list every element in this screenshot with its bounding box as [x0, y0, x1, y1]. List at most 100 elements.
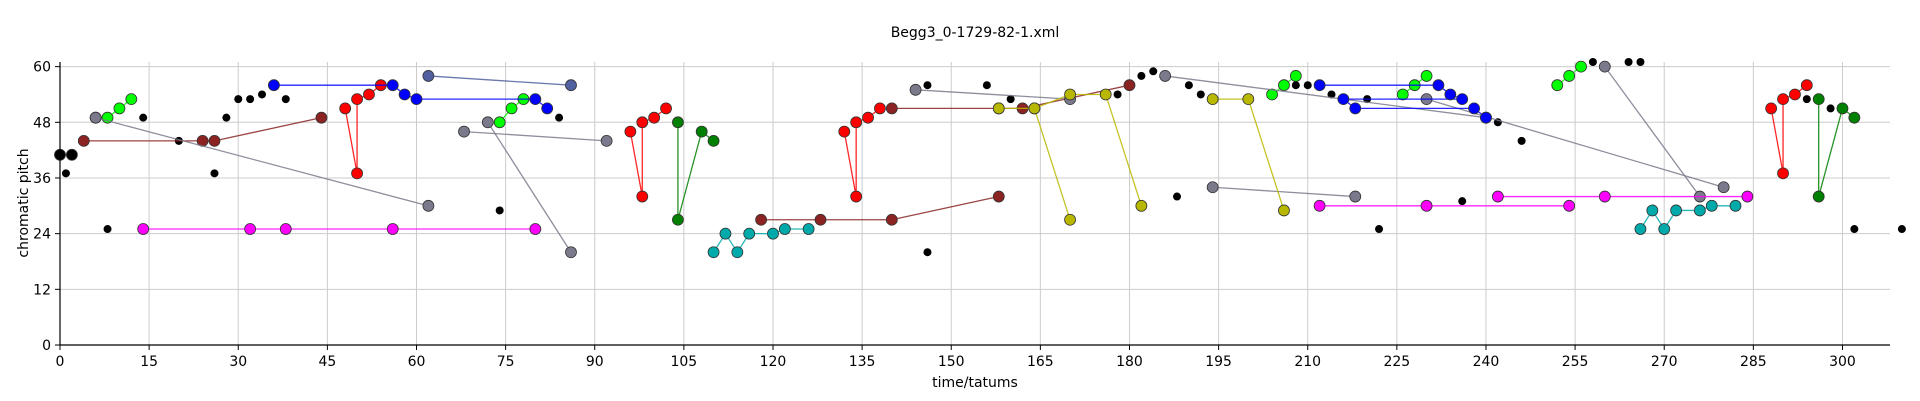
data-point — [1313, 79, 1326, 92]
data-point — [410, 93, 423, 106]
data-point — [885, 102, 898, 115]
series-line — [761, 195, 999, 221]
data-point — [493, 116, 506, 129]
data-point — [137, 223, 150, 235]
data-point — [923, 81, 932, 90]
data-point — [541, 102, 554, 115]
data-point — [458, 125, 470, 138]
series-33 — [1028, 88, 1148, 212]
data-point — [1705, 199, 1718, 212]
series-line — [1212, 98, 1285, 211]
y-tick-label: 0 — [42, 338, 51, 354]
data-point — [1291, 81, 1300, 90]
data-point — [778, 223, 791, 235]
series-line — [95, 98, 132, 119]
series-23 — [624, 102, 672, 203]
series-line — [1165, 75, 1487, 119]
data-point — [1897, 225, 1906, 234]
data-point — [1159, 70, 1172, 82]
data-point — [281, 95, 290, 104]
data-point — [267, 79, 280, 92]
data-point — [1551, 79, 1564, 92]
series-19 — [137, 223, 542, 235]
x-tick-label: 270 — [1651, 354, 1678, 370]
data-point — [1563, 199, 1576, 212]
x-tick-label: 60 — [408, 354, 426, 370]
y-tick-label: 36 — [33, 171, 51, 187]
data-point — [113, 102, 126, 115]
data-point — [600, 134, 613, 147]
series-line — [1770, 84, 1808, 174]
plot-frame — [60, 62, 1890, 344]
x-tick-label: 240 — [1473, 354, 1500, 370]
data-point — [1624, 58, 1633, 66]
data-point — [672, 116, 684, 129]
data-point — [660, 102, 672, 115]
x-tick-label: 135 — [849, 354, 876, 370]
series-34 — [1206, 93, 1290, 217]
data-point — [1848, 111, 1861, 124]
data-point — [648, 111, 661, 124]
series-26 — [267, 79, 554, 115]
data-point — [1289, 70, 1302, 82]
x-tick-label: 210 — [1294, 354, 1321, 370]
data-point — [767, 227, 779, 240]
series-22 — [339, 79, 387, 180]
data-point — [1729, 199, 1742, 212]
data-point — [1375, 225, 1384, 234]
series-25 — [1765, 79, 1813, 180]
data-point — [1313, 199, 1326, 212]
x-tick-label: 180 — [1116, 354, 1143, 370]
data-point — [1789, 88, 1801, 101]
data-point — [1670, 204, 1683, 217]
data-point — [1028, 102, 1041, 115]
data-point — [103, 225, 112, 234]
data-point — [246, 95, 255, 104]
data-point — [1420, 70, 1433, 82]
data-point — [1802, 95, 1811, 104]
x-tick-label: 165 — [1027, 354, 1054, 370]
data-point — [850, 190, 863, 203]
series-4 — [1266, 70, 1302, 101]
series-6 — [1551, 60, 1587, 92]
data-point — [992, 190, 1005, 203]
series-30 — [707, 223, 815, 259]
data-point — [89, 111, 102, 124]
data-point — [862, 111, 874, 124]
y-tick-label: 48 — [33, 115, 51, 131]
data-point — [351, 167, 363, 180]
data-point — [1458, 197, 1467, 206]
data-point — [1658, 223, 1671, 235]
series-13 — [1598, 60, 1706, 203]
data-point — [1588, 58, 1597, 66]
x-tick-label: 75 — [497, 354, 515, 370]
data-point — [234, 95, 243, 104]
data-point — [210, 169, 219, 178]
data-point — [992, 102, 1005, 115]
data-point — [719, 227, 732, 240]
data-point — [1196, 90, 1205, 99]
data-point — [982, 81, 991, 90]
series-line — [487, 121, 572, 253]
data-point — [1099, 88, 1112, 101]
data-point — [1266, 88, 1278, 101]
series-21 — [1491, 190, 1754, 203]
series-line — [1034, 93, 1142, 207]
data-point — [636, 116, 649, 129]
y-tick-label: 24 — [33, 227, 51, 243]
series-27 — [1313, 79, 1492, 124]
x-tick-label: 120 — [760, 354, 787, 370]
series-18 — [422, 70, 577, 92]
data-point — [1337, 93, 1350, 106]
data-point — [885, 213, 898, 226]
data-point — [850, 116, 863, 129]
data-point — [1836, 102, 1849, 115]
data-point — [1327, 90, 1336, 99]
data-point — [1349, 190, 1362, 203]
data-point — [208, 134, 221, 147]
data-point — [1349, 102, 1362, 115]
x-tick-label: 300 — [1829, 354, 1856, 370]
series-0 — [61, 58, 1906, 257]
data-point — [1741, 190, 1754, 203]
data-point — [1303, 81, 1312, 90]
